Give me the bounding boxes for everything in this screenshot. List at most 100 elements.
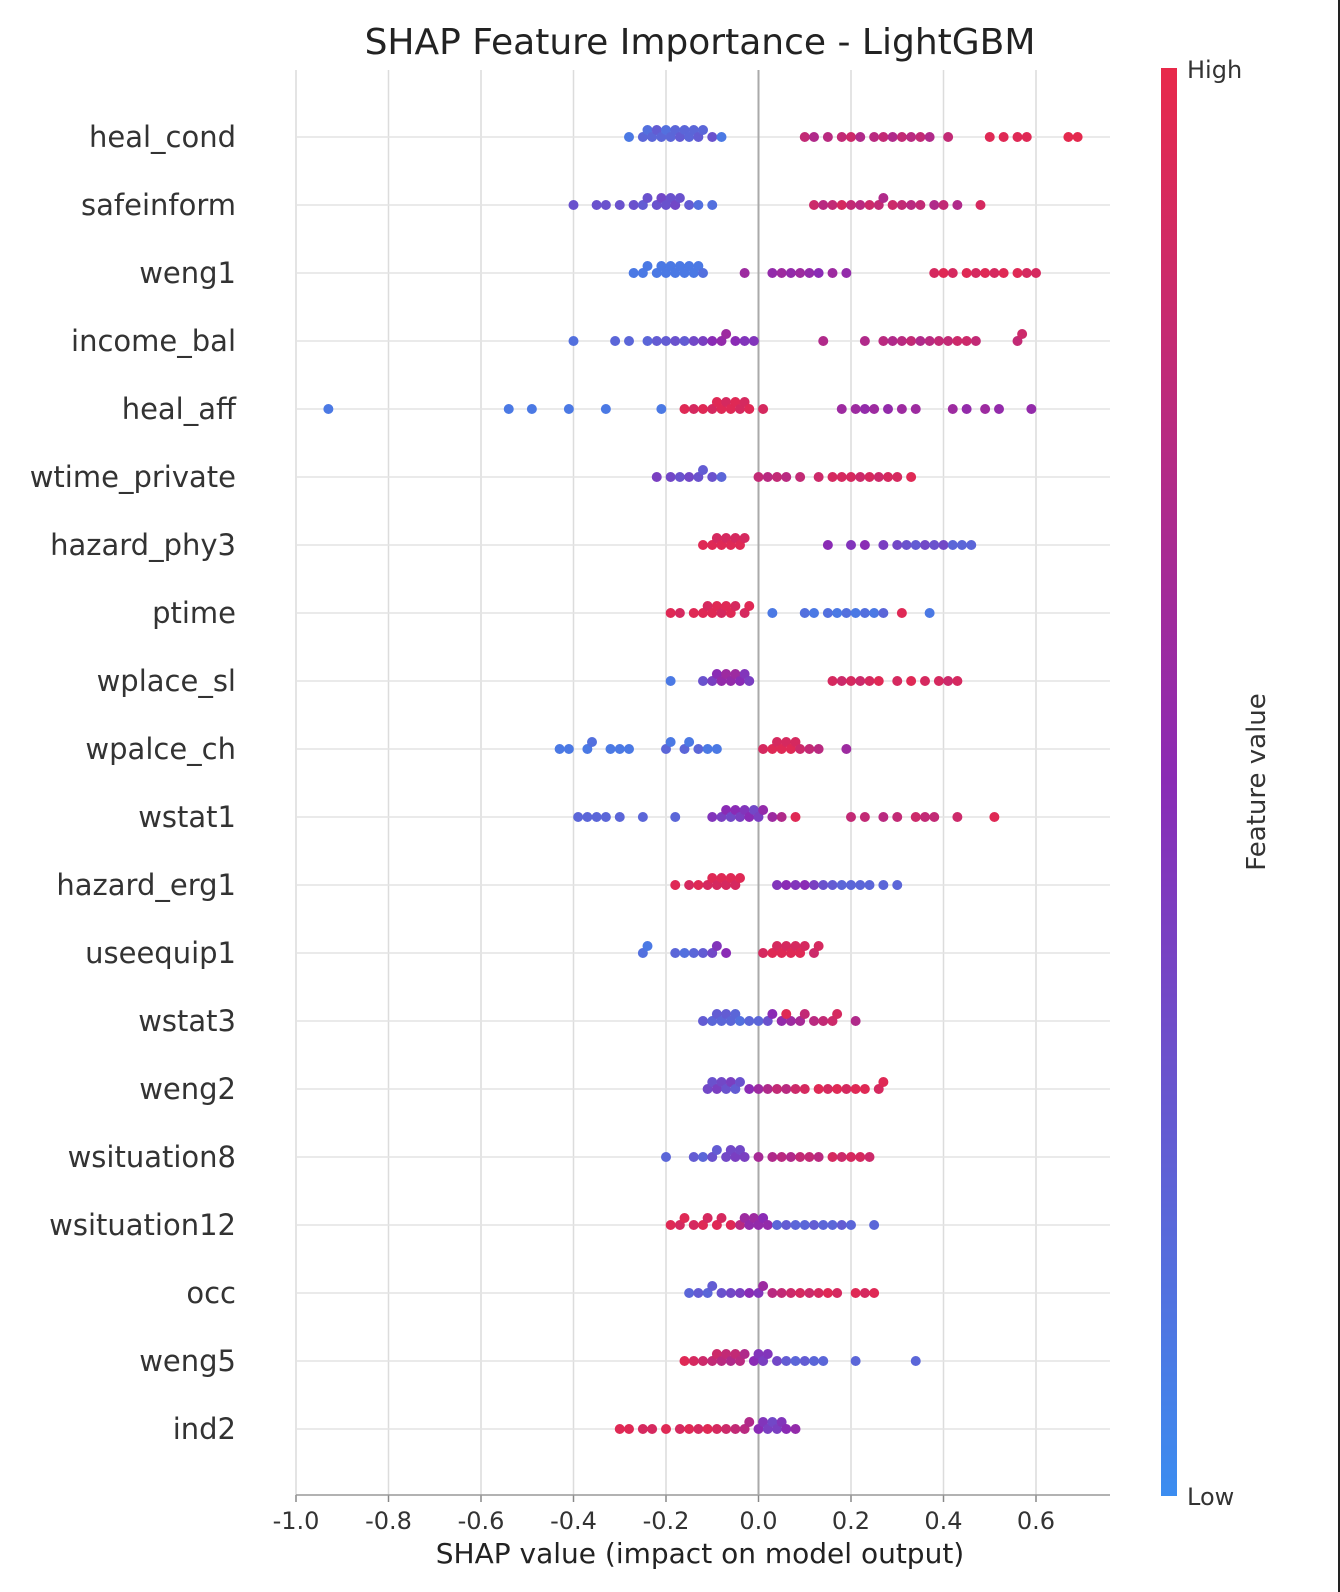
shap-point bbox=[901, 540, 912, 550]
shap-point bbox=[980, 404, 991, 414]
shap-point bbox=[1017, 329, 1028, 339]
shap-point bbox=[818, 200, 829, 210]
shap-point bbox=[688, 336, 699, 346]
feature-label: heal_aff bbox=[122, 392, 237, 426]
shap-point bbox=[758, 805, 769, 815]
shap-point bbox=[739, 268, 750, 278]
shap-point bbox=[878, 132, 889, 142]
shap-point bbox=[684, 1424, 695, 1434]
shap-point bbox=[924, 132, 935, 142]
shap-point bbox=[850, 608, 861, 618]
shap-point bbox=[994, 404, 1004, 414]
shap-point bbox=[698, 948, 708, 958]
shap-point bbox=[818, 1016, 829, 1026]
shap-point bbox=[859, 1084, 870, 1094]
shap-point bbox=[684, 1288, 695, 1298]
shap-point bbox=[869, 404, 880, 414]
shap-point bbox=[813, 472, 824, 482]
shap-point bbox=[707, 1281, 718, 1291]
shap-point bbox=[767, 1009, 778, 1019]
shap-point bbox=[832, 1009, 843, 1019]
shap-point bbox=[970, 336, 981, 346]
shap-point bbox=[827, 1152, 838, 1162]
shap-point bbox=[836, 880, 847, 890]
shap-point bbox=[873, 676, 884, 686]
shap-point bbox=[762, 472, 773, 482]
shap-point bbox=[693, 744, 704, 754]
shap-point bbox=[864, 1152, 875, 1162]
feature-label: weng2 bbox=[139, 1072, 236, 1106]
shap-point bbox=[864, 472, 875, 482]
feature-label: wsituation8 bbox=[68, 1140, 236, 1174]
shap-point bbox=[822, 540, 833, 550]
shap-point bbox=[850, 1356, 861, 1366]
shap-point bbox=[744, 1016, 755, 1026]
shap-point bbox=[929, 200, 940, 210]
shap-point bbox=[799, 1084, 810, 1094]
shap-point bbox=[933, 336, 944, 346]
shap-point bbox=[910, 812, 921, 822]
shap-point bbox=[859, 1288, 870, 1298]
shap-point bbox=[711, 1424, 722, 1434]
shap-point bbox=[730, 1424, 741, 1434]
shap-point bbox=[684, 472, 695, 482]
shap-point bbox=[818, 880, 829, 890]
shap-point bbox=[795, 268, 806, 278]
shap-point bbox=[642, 336, 653, 346]
shap-point bbox=[711, 941, 722, 951]
shap-point bbox=[698, 268, 708, 278]
shap-point bbox=[804, 744, 815, 754]
shap-point bbox=[628, 268, 639, 278]
shap-point bbox=[855, 676, 866, 686]
shap-point bbox=[762, 1220, 773, 1230]
shap-point bbox=[933, 676, 944, 686]
shap-point bbox=[563, 744, 574, 754]
shap-point bbox=[896, 200, 907, 210]
shap-point bbox=[767, 1288, 778, 1298]
shap-point bbox=[781, 880, 792, 890]
shap-point bbox=[947, 404, 958, 414]
shap-point bbox=[957, 540, 967, 550]
shap-point bbox=[772, 1084, 782, 1094]
shap-point bbox=[767, 1152, 778, 1162]
shap-point bbox=[670, 812, 681, 822]
shap-point bbox=[970, 268, 981, 278]
shap-point bbox=[938, 268, 949, 278]
shap-point bbox=[772, 1220, 782, 1230]
shap-point bbox=[929, 268, 940, 278]
shap-point bbox=[674, 608, 685, 618]
feature-label: occ bbox=[186, 1276, 236, 1310]
shap-point bbox=[799, 1009, 810, 1019]
shap-point bbox=[772, 1356, 782, 1366]
shap-point bbox=[836, 1220, 847, 1230]
shap-point bbox=[698, 125, 708, 135]
feature-label: weng1 bbox=[139, 256, 236, 290]
feature-label: hazard_erg1 bbox=[56, 868, 236, 902]
shap-point bbox=[855, 132, 866, 142]
shap-point bbox=[665, 608, 676, 618]
shap-point bbox=[859, 608, 870, 618]
shap-point bbox=[924, 608, 935, 618]
shap-point bbox=[855, 472, 866, 482]
shap-point bbox=[818, 1356, 829, 1366]
feature-label: income_bal bbox=[71, 324, 236, 358]
shap-point bbox=[605, 744, 616, 754]
shap-point bbox=[684, 200, 695, 210]
shap-point bbox=[739, 533, 750, 543]
shap-point bbox=[896, 336, 907, 346]
shap-point bbox=[688, 1220, 699, 1230]
shap-point bbox=[1072, 132, 1083, 142]
shap-point bbox=[739, 336, 750, 346]
shap-point bbox=[323, 404, 334, 414]
shap-point bbox=[698, 676, 708, 686]
shap-point bbox=[614, 812, 625, 822]
shap-point bbox=[924, 336, 935, 346]
shap-point bbox=[984, 132, 995, 142]
shap-point bbox=[832, 608, 843, 618]
shap-point bbox=[587, 737, 597, 747]
shap-point bbox=[809, 608, 819, 618]
shap-point bbox=[943, 132, 954, 142]
shap-point bbox=[846, 676, 856, 686]
shap-point bbox=[744, 1084, 755, 1094]
shap-point bbox=[887, 336, 898, 346]
